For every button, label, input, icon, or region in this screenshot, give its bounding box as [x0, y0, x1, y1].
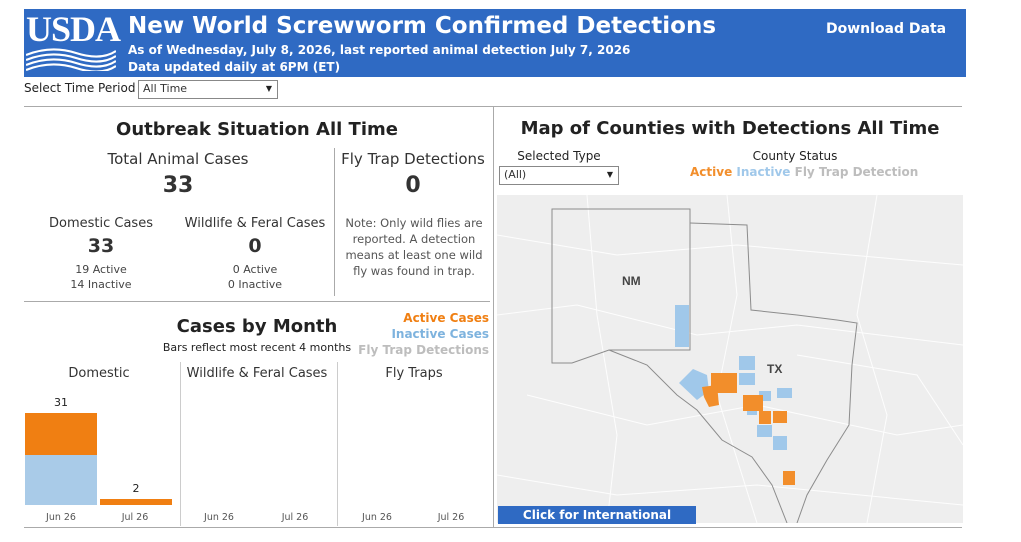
top-divider [24, 106, 962, 107]
panel-divider-2 [337, 362, 338, 526]
county-inactive[interactable] [675, 305, 689, 347]
bottom-divider [24, 527, 962, 528]
tick-label: Jul 26 [121, 512, 149, 523]
bar-total-label: 2 [132, 482, 140, 496]
tick-label: Jun 26 [46, 512, 76, 523]
tick-label: Jul 26 [281, 512, 309, 523]
update-schedule-text: Data updated daily at 6PM (ET) [128, 60, 341, 74]
county-inactive[interactable] [777, 388, 792, 398]
bar-inactive[interactable] [25, 454, 97, 505]
wildlife-active-count: 0 Active [232, 263, 278, 276]
bar-active[interactable] [100, 499, 172, 505]
status-fly-trap[interactable]: Fly Trap Detection [794, 165, 919, 179]
map-svg: NM TX [496, 194, 964, 524]
county-status-title: County Status [752, 149, 838, 163]
fly-trap-value: 0 [405, 173, 421, 198]
wildlife-cases-label: Wildlife & Feral Cases [184, 216, 326, 231]
header-banner: USDA New World Screwworm Confirmed Detec… [24, 9, 966, 77]
usda-logo: USDA [26, 9, 121, 49]
state-label-tx: TX [767, 362, 782, 376]
county-inactive[interactable] [739, 356, 755, 370]
cases-by-month-title: Cases by Month [176, 316, 338, 337]
county-active[interactable] [759, 411, 771, 424]
domestic-inactive-count: 14 Inactive [70, 278, 132, 291]
county-inactive[interactable] [679, 369, 709, 400]
wildlife-cases-value: 0 [248, 235, 262, 257]
legend-active-cases: Active Cases [403, 311, 489, 325]
county-inactive[interactable] [773, 436, 787, 450]
page-title: New World Screwworm Confirmed Detections [128, 13, 717, 39]
cases-by-month-subtitle: Bars reflect most recent 4 months [162, 341, 352, 354]
time-period-value: All Time [143, 82, 188, 95]
caret-down-icon: ▼ [606, 170, 613, 179]
kpi-vertical-divider [334, 148, 335, 296]
outbreak-title: Outbreak Situation All Time [116, 119, 398, 140]
international-exports-button[interactable]: Click for International Exports [498, 506, 696, 540]
fly-trap-note: Note: Only wild flies are reported. A de… [345, 216, 483, 278]
county-status-legend: Active Inactive Fly Trap Detection [690, 165, 918, 179]
legend-fly-trap: Fly Trap Detections [358, 343, 489, 357]
selected-type-value: (All) [504, 168, 527, 181]
map-title: Map of Counties with Detections All Time [520, 118, 940, 139]
caret-down-icon: ▼ [265, 84, 272, 93]
panel-label-domestic: Domestic [68, 366, 130, 381]
fly-trap-label: Fly Trap Detections [341, 150, 485, 168]
domestic-active-count: 19 Active [75, 263, 127, 276]
download-data-button[interactable]: Download Data [826, 21, 947, 37]
county-active[interactable] [773, 411, 787, 423]
domestic-cases-label: Domestic Cases [49, 216, 153, 231]
tick-label: Jun 26 [362, 512, 392, 523]
state-borders [551, 208, 858, 524]
wildlife-inactive-count: 0 Inactive [227, 278, 283, 291]
county-inactive[interactable] [739, 373, 755, 385]
county-active[interactable] [743, 395, 763, 411]
usda-logo-waves-icon [26, 48, 116, 71]
tick-label: Jun 26 [204, 512, 234, 523]
total-cases-label: Total Animal Cases [107, 150, 249, 168]
inactive-counties [675, 305, 792, 450]
status-inactive[interactable]: Inactive [736, 165, 791, 179]
center-divider [493, 107, 494, 527]
kpi-bottom-divider [24, 301, 490, 302]
county-active[interactable] [711, 373, 737, 393]
panel-label-wildlife: Wildlife & Feral Cases [186, 366, 328, 381]
county-inactive[interactable] [759, 391, 771, 401]
state-label-nm: NM [622, 274, 641, 288]
bar-active[interactable] [25, 413, 97, 455]
tick-label: Jul 26 [437, 512, 465, 523]
time-period-select[interactable]: All Time ▼ [138, 80, 278, 99]
time-period-label: Select Time Period [24, 81, 136, 95]
as-of-text: As of Wednesday, July 8, 2026, last repo… [128, 43, 631, 57]
map-roads [496, 194, 964, 524]
county-active[interactable] [783, 471, 795, 485]
panel-label-fly-traps: Fly Traps [385, 366, 443, 381]
county-map[interactable]: NM TX [496, 194, 964, 524]
total-cases-value: 33 [162, 173, 194, 198]
county-active[interactable] [702, 385, 719, 407]
panel-divider-1 [180, 362, 181, 526]
county-inactive[interactable] [757, 425, 772, 437]
active-counties [702, 373, 795, 485]
bar-total-label: 31 [54, 396, 68, 409]
selected-type-select[interactable]: (All) ▼ [499, 166, 619, 185]
legend-inactive-cases: Inactive Cases [391, 327, 489, 341]
selected-type-label: Selected Type [517, 149, 601, 163]
status-active[interactable]: Active [690, 165, 733, 179]
domestic-cases-value: 33 [87, 235, 115, 257]
